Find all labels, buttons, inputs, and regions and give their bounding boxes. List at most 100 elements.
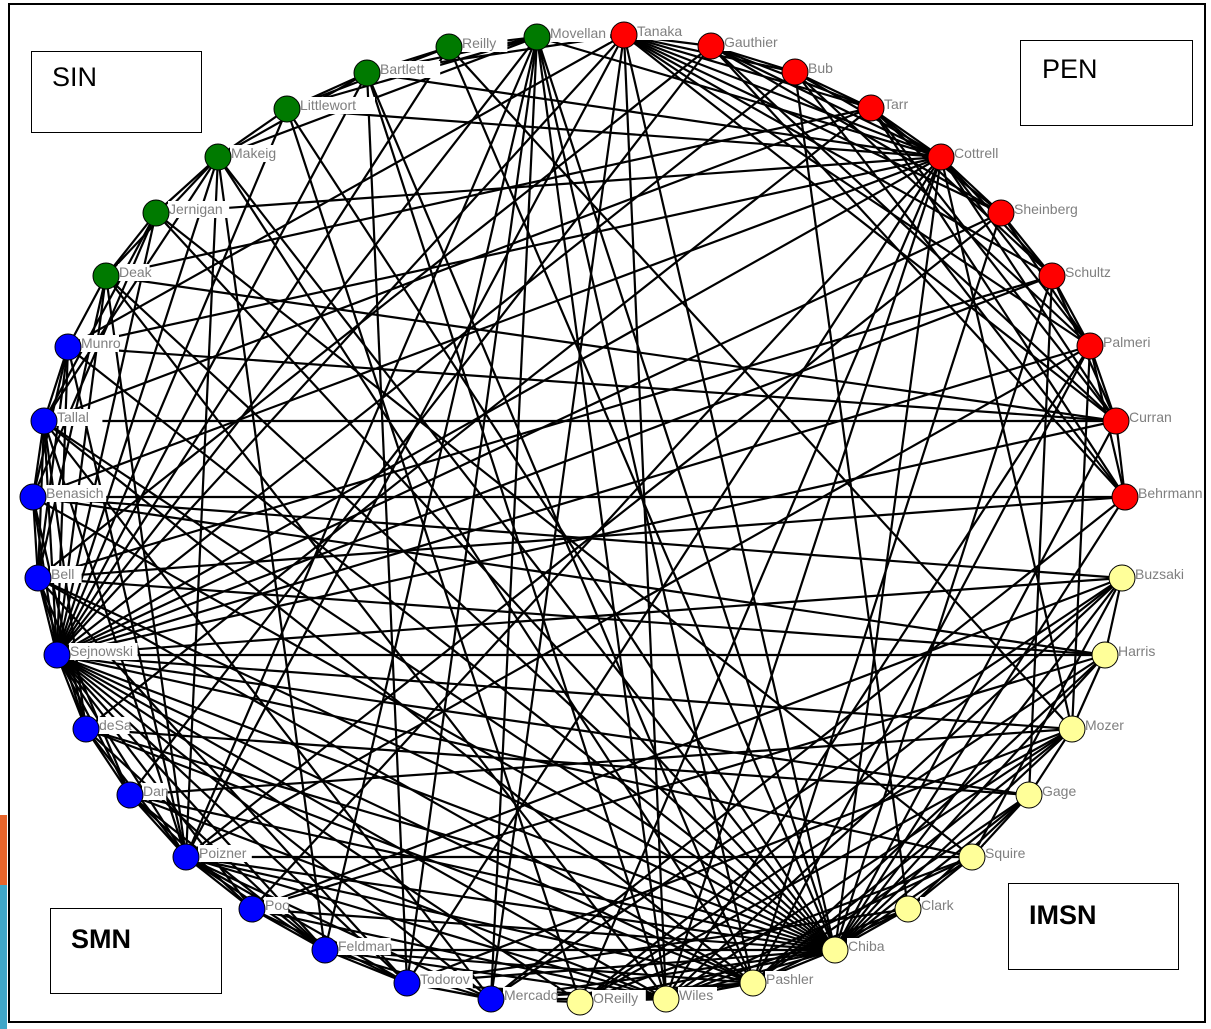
node-dot-cottrell — [927, 143, 955, 171]
node-movellan: Movellan — [523, 23, 611, 51]
node-bub: Bub — [781, 58, 833, 86]
node-label-bg — [503, 987, 557, 1004]
node-deak: Deak — [92, 262, 153, 290]
node-label-bg — [678, 987, 717, 1004]
edge-bartlett-wiles — [365, 72, 668, 1000]
edge-tanaka-sejnowski — [56, 34, 625, 656]
node-label-bg — [723, 34, 785, 51]
edge-layer — [31, 33, 1127, 1004]
edge-desa-chiba — [85, 727, 836, 952]
edge-schultz-gage — [1027, 275, 1054, 796]
edge-tallal-pashler — [43, 420, 754, 984]
node-gage: Gage — [1015, 781, 1076, 809]
edge-dan-poizner — [129, 794, 187, 858]
node-label-reilly: Reilly — [462, 35, 496, 51]
node-label-harris: Harris — [1118, 643, 1155, 659]
node-label-jernigan: Jernigan — [169, 201, 223, 217]
edge-dan-wiles — [129, 793, 667, 1001]
edge-mozer-chiba — [834, 728, 1073, 951]
edge-todorov-chiba — [406, 948, 836, 985]
node-label-pashler: Pashler — [766, 971, 814, 987]
edge-makeig-jernigan — [155, 156, 219, 214]
edge-munro-chiba — [67, 346, 836, 951]
edge-poizner-todorov — [185, 856, 408, 984]
node-label-bg — [1137, 485, 1199, 502]
edge-buzsaki-chiba — [834, 577, 1123, 951]
edge-tallal-mercado — [43, 420, 492, 1000]
node-label-sheinberg: Sheinberg — [1014, 201, 1078, 217]
node-label-bg — [765, 971, 819, 988]
edge-cottrell-curran — [940, 156, 1117, 422]
node-label-oreilly: OReilly — [593, 990, 638, 1006]
edge-gauthier-bell — [37, 45, 712, 579]
edge-bub-behrmann — [794, 71, 1126, 498]
group-label-imsn-text: IMSN — [1029, 900, 1097, 930]
node-label-bg — [920, 897, 959, 914]
edge-bell-harris — [37, 576, 1106, 657]
node-label-bg — [1041, 783, 1073, 800]
node-label-bg — [198, 845, 252, 862]
node-tallal: Tallal — [30, 407, 103, 435]
edge-benasich-buzsaki — [32, 495, 1123, 580]
node-dot-gauthier — [697, 32, 725, 60]
edge-sejnowski-squire — [56, 653, 973, 859]
node-label-bg — [549, 25, 611, 42]
node-dot-gage — [1015, 781, 1043, 809]
node-oreilly: OReilly — [566, 988, 646, 1016]
node-dot-tarr — [857, 94, 885, 122]
node-label-bg — [636, 23, 683, 40]
node-pashler: Pashler — [739, 969, 819, 997]
node-label-schultz: Schultz — [1065, 264, 1111, 280]
node-dot-benasich — [19, 483, 47, 511]
edge-benasich-harris — [32, 495, 1106, 657]
node-sheinberg: Sheinberg — [987, 199, 1082, 227]
node-dot-bell — [24, 564, 52, 592]
edge-tanaka-cottrell — [623, 33, 942, 159]
node-label-bg — [1128, 409, 1175, 426]
edge-poo-buzsaki — [251, 576, 1123, 911]
edge-cottrell-sejnowski — [56, 156, 942, 656]
node-dot-dan — [116, 781, 144, 809]
edge-sheinberg-schultz — [1000, 212, 1053, 277]
node-harris: Harris — [1091, 641, 1164, 669]
edge-gage-pashler — [752, 794, 1030, 984]
node-label-bub: Bub — [808, 60, 833, 76]
edge-poizner-palmeri — [185, 345, 1091, 858]
node-reilly: Reilly — [435, 33, 508, 61]
edge-mozer-wiles — [665, 728, 1073, 1000]
edge-sheinberg-pashler — [751, 212, 1003, 984]
node-poizner: Poizner — [172, 843, 252, 871]
node-label-gage: Gage — [1042, 783, 1076, 799]
node-dot-munro — [54, 333, 82, 361]
node-wiles: Wiles — [652, 985, 717, 1013]
edge-dan-mozer — [129, 727, 1073, 797]
node-label-bg — [45, 485, 107, 502]
node-label-behrmann: Behrmann — [1138, 485, 1203, 501]
node-label-bg — [1134, 566, 1188, 583]
edge-cottrell-todorov — [406, 156, 942, 984]
node-label-dan: Dan — [143, 783, 169, 799]
edge-tallal-chiba — [43, 420, 836, 951]
group-label-smn: SMN — [50, 908, 222, 994]
node-label-tanaka: Tanaka — [637, 23, 682, 39]
node-dot-palmeri — [1076, 332, 1104, 360]
node-dot-todorov — [393, 969, 421, 997]
node-label-cottrell: Cottrell — [954, 145, 998, 161]
node-mozer: Mozer — [1058, 715, 1124, 743]
node-dot-buzsaki — [1108, 564, 1136, 592]
edge-cottrell-munro — [67, 155, 942, 349]
edge-movellan-wiles — [535, 36, 668, 1000]
edge-sejnowski-curran — [56, 419, 1117, 657]
node-squire: Squire — [958, 843, 1031, 871]
node-label-bg — [56, 409, 103, 426]
edge-mozer-oreilly — [579, 728, 1073, 1003]
edge-sejnowski-gage — [56, 653, 1030, 797]
node-label-curran: Curran — [1129, 409, 1172, 425]
edge-movellan-chiba — [535, 36, 837, 951]
side-accent-blue — [0, 885, 7, 1029]
node-dot-sheinberg — [987, 199, 1015, 227]
node-label-desa: deSa — [99, 717, 132, 733]
edge-tanaka-schultz — [623, 34, 1053, 277]
node-label-mercado: Mercado — [504, 987, 559, 1003]
